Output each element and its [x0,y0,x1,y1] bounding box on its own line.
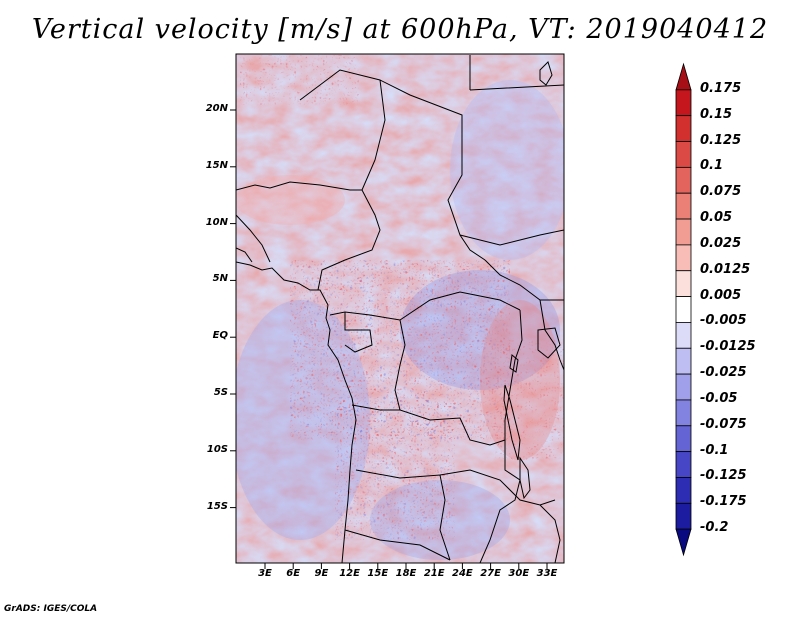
colorbar-bin [675,62,692,91]
lon-label: 21E [423,568,445,579]
lat-label: 10S [206,443,228,455]
colorbar-label: -0.05 [700,390,738,406]
colorbar-label: -0.075 [700,416,747,432]
lat-label: EQ [212,330,228,342]
colorbar-label: -0.175 [700,494,747,510]
lat-label: 5S [213,387,228,398]
colorbar-bin [675,347,692,375]
lat-label: 15N [205,159,228,171]
colorbar-bin [675,373,692,401]
colorbar-bin [675,218,692,246]
lon-label: 9E [314,568,329,579]
colorbar-bin [675,192,692,220]
lon-label: 15E [367,568,389,579]
country-borders [236,55,564,563]
lat-label: 15S [206,500,228,512]
colorbar-label: 0.15 [700,106,733,122]
colorbar-label: 0.0125 [700,261,751,277]
lon-label: 27E [480,568,501,579]
colorbar-label: 0.075 [700,184,742,200]
colorbar-bin [675,502,692,530]
lakes [503,61,561,500]
colorbar-label: 0.175 [700,80,742,96]
colorbar-label: -0.2 [700,520,729,536]
lon-label: 12E [339,568,360,579]
colorbar-bin [675,244,692,272]
colorbar-label: -0.0125 [700,339,756,355]
lon-label: 6E [286,568,301,579]
velocity-field [236,54,564,563]
lon-label: 24E [452,568,473,579]
lon-label: 3E [258,568,272,579]
colorbar-bin [675,399,692,427]
grads-credit: GrADS: IGES/COLA [4,604,98,614]
lon-label: 33E [536,568,558,579]
colorbar-bin [675,270,692,297]
colorbar-bin [675,425,692,453]
lon-label: 18E [395,568,417,579]
colorbar-bin [675,322,692,349]
colorbar [675,62,692,557]
colorbar-label: -0.1 [700,442,729,458]
plot-frame [235,53,565,564]
chart-title: Vertical velocity [m/s] at 600hPa, VT: 2… [31,14,769,45]
colorbar-label: -0.125 [700,468,747,484]
colorbar-label: -0.025 [700,365,747,381]
colorbar-label: 0.125 [700,132,742,148]
colorbar-bin [675,528,692,557]
colorbar-bin [675,451,692,478]
colorbar-bin [675,89,692,117]
colorbar-label: 0.05 [700,210,733,226]
colorbar-bin [675,477,692,504]
colorbar-bin [675,141,692,168]
colorbar-bin [675,296,692,323]
colorbar-bin [675,166,692,194]
lon-label: 30E [508,568,530,579]
colorbar-bin [675,115,692,142]
lat-label: 20N [205,103,228,114]
lat-label: 10N [205,216,228,228]
colorbar-label: 0.025 [700,235,742,251]
colorbar-label: 0.1 [700,158,724,174]
colorbar-label: 0.005 [700,287,742,303]
lat-label: 5N [212,273,228,285]
colorbar-label: -0.005 [700,313,747,329]
axis-ticks [230,109,548,569]
